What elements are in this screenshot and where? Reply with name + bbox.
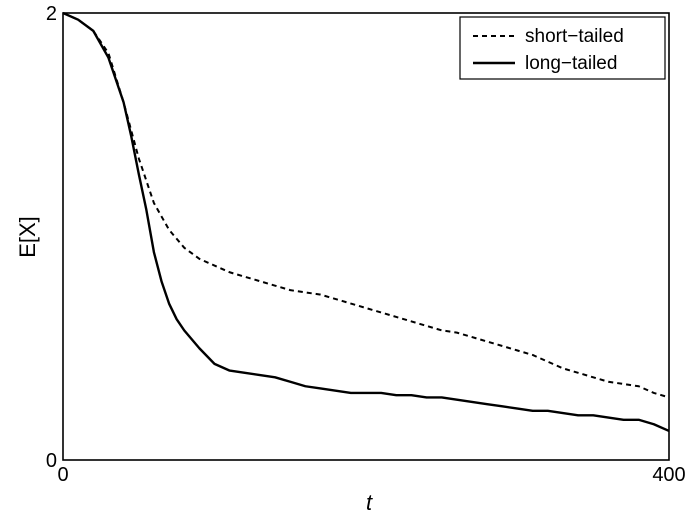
x-tick-label: 0 <box>57 464 68 486</box>
legend-box <box>459 16 666 80</box>
plot-lines <box>62 11 670 433</box>
series-line-0 <box>62 12 670 399</box>
tick-labels: 0 400 0 2 <box>46 3 686 486</box>
y-axis-label: E[X] <box>15 216 40 258</box>
plot-frame <box>62 12 670 461</box>
y-tick-label: 0 <box>46 450 57 472</box>
legend-label-long-tailed: long−tailed <box>525 53 617 74</box>
y-tick-label: 2 <box>46 3 57 25</box>
legend-label-short-tailed: short−tailed <box>525 26 624 47</box>
legend: short−tailed long−tailed <box>459 16 666 80</box>
series-line-1 <box>62 11 670 433</box>
x-axis-label: t <box>366 490 373 515</box>
x-tick-label: 400 <box>652 464 685 486</box>
